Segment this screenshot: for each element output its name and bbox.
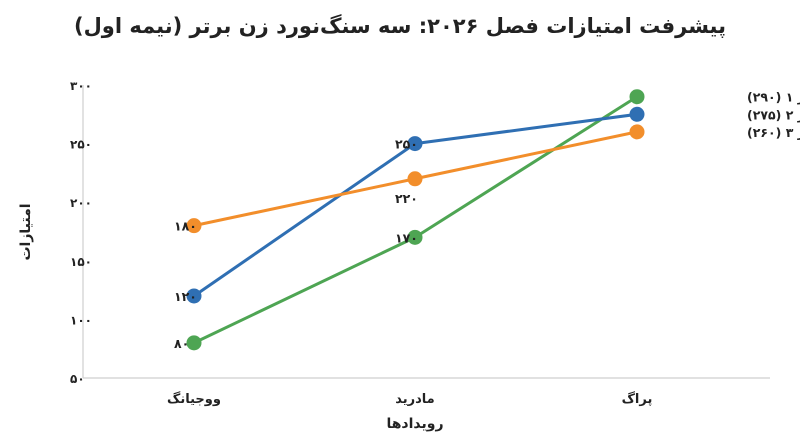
- data-label: ۲۲۰: [395, 191, 418, 206]
- y-tick-label: ۳۰۰: [70, 79, 92, 93]
- x-tick-label: پراگ: [622, 390, 653, 407]
- y-tick-label: ۲۵۰: [70, 138, 92, 152]
- series-end-label: ورزشکار ۲ (۲۷۵): [747, 107, 800, 122]
- data-point: [629, 124, 645, 140]
- y-tick-label: ۱۰۰: [70, 313, 92, 327]
- data-point: [407, 171, 423, 187]
- data-point: [629, 89, 645, 105]
- y-tick-label: ۵۰: [70, 372, 85, 386]
- data-point: [629, 106, 645, 122]
- series-end-label: ورزشکار ۱ (۲۹۰): [747, 90, 800, 105]
- data-label: ۱۷۰: [395, 230, 418, 245]
- series-end-label: ورزشکار ۳ (۲۶۰): [747, 125, 800, 140]
- y-axis-title: امتیازات: [18, 203, 34, 260]
- y-tick-label: ۱۵۰: [70, 255, 92, 269]
- chart-title: پیشرفت امتیازات فصل ۲۰۲۶: سه سنگ‌نورد زن…: [73, 14, 727, 38]
- data-point: [186, 288, 202, 304]
- data-label: ۱۲۰: [174, 289, 197, 304]
- data-label: ۱۸۰: [174, 219, 197, 234]
- axes: ۵۰ ۱۰۰ ۱۵۰ ۲۰۰ ۲۵۰ ۳۰۰ ووجیانگ مادرید پراگ: [70, 79, 770, 407]
- series-line: [193, 95, 638, 345]
- data-point: [407, 136, 423, 152]
- x-tick-label: ووجیانگ: [167, 391, 221, 407]
- x-tick-label: مادرید: [395, 392, 434, 407]
- data-point: [407, 229, 423, 245]
- data-label: ۸۰: [174, 336, 189, 351]
- series-lines: [193, 95, 638, 345]
- x-axis-title: رویدادها: [386, 416, 443, 432]
- data-label: ۲۵۰: [395, 137, 418, 152]
- y-tick-label: ۲۰۰: [70, 196, 92, 210]
- data-point: [186, 218, 202, 234]
- data-points: [186, 89, 645, 351]
- data-labels: ۸۰ ۱۷۰ ورزشکار ۱ (۲۹۰) ۱۲۰ ۲۵۰ ورزشکار ۲ (۲۷۵…: [174, 90, 800, 351]
- data-point: [186, 335, 202, 351]
